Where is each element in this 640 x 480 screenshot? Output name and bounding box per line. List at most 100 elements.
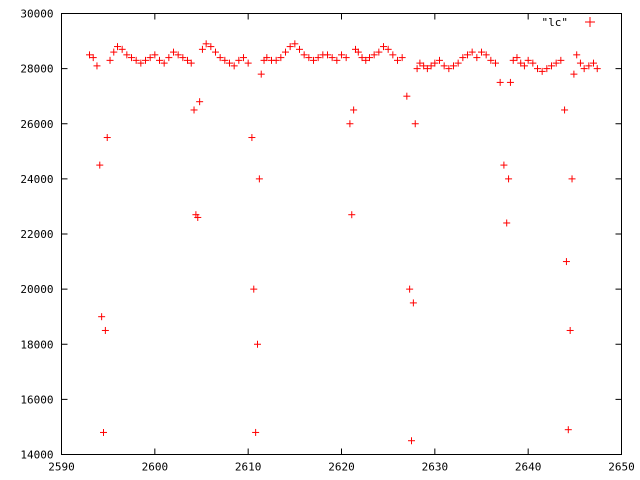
data-point (296, 45, 303, 53)
data-point (348, 211, 356, 219)
data-point (202, 40, 210, 48)
data-point (142, 56, 149, 64)
y-tick-label: 28000 (20, 63, 53, 76)
data-point (328, 54, 336, 62)
data-point (338, 51, 345, 59)
data-point (590, 59, 597, 67)
legend: "lc" (542, 16, 595, 29)
data-point (196, 98, 204, 106)
data-point (517, 59, 525, 67)
data-point (459, 54, 467, 62)
axis-ticks (61, 13, 622, 455)
data-point (103, 134, 111, 142)
data-point (165, 54, 173, 62)
data-point (440, 62, 448, 70)
data-point (576, 59, 584, 67)
data-point (194, 213, 202, 221)
data-point (179, 54, 187, 62)
y-tick-label: 24000 (20, 173, 53, 186)
data-point (403, 92, 411, 100)
data-point (454, 59, 462, 67)
data-point (305, 54, 313, 62)
data-point (263, 54, 271, 62)
data-point (436, 56, 443, 64)
data-point (291, 40, 299, 48)
data-point (333, 56, 341, 64)
data-point (562, 258, 570, 266)
data-point (548, 62, 555, 70)
data-point (114, 43, 121, 51)
data-point (450, 62, 457, 70)
data-point (408, 437, 415, 445)
data-point (123, 51, 131, 59)
data-point (160, 59, 168, 67)
data-point (248, 134, 256, 142)
y-tick-labels: 14000 16000 18000 20000 22000 24000 26000 28000… (20, 8, 53, 462)
data-point (89, 54, 97, 62)
data-point (252, 428, 260, 436)
data-point (240, 54, 247, 62)
data-point (235, 56, 243, 64)
y-tick-label: 30000 (20, 8, 53, 21)
data-point (277, 54, 285, 62)
data-point (207, 43, 215, 51)
x-tick-label: 2640 (515, 461, 542, 474)
data-point (86, 51, 93, 59)
data-point (286, 43, 294, 51)
plot-frame (61, 13, 622, 455)
data-point (492, 59, 499, 67)
data-point (244, 59, 252, 67)
data-point (226, 59, 233, 67)
data-point (375, 48, 383, 56)
data-point (423, 65, 431, 73)
data-point (570, 70, 578, 78)
data-point (342, 54, 350, 62)
data-point (221, 56, 229, 64)
data-point (101, 326, 109, 334)
data-point (100, 428, 107, 436)
data-point (156, 56, 163, 64)
data-point (362, 56, 370, 64)
x-tick-label: 2600 (142, 461, 169, 474)
data-point (524, 56, 532, 64)
x-tick-label: 2630 (422, 461, 449, 474)
data-point (96, 161, 104, 169)
data-point (300, 51, 308, 59)
data-point (282, 48, 289, 56)
data-point (557, 56, 565, 64)
data-point (350, 106, 358, 114)
y-tick-label: 16000 (20, 393, 53, 406)
y-tick-label: 14000 (20, 449, 53, 462)
data-point (358, 54, 366, 62)
data-point (132, 56, 140, 64)
data-point (389, 51, 397, 59)
data-point (128, 54, 135, 62)
data-point (513, 54, 521, 62)
data-point (146, 54, 154, 62)
data-point (174, 51, 182, 59)
data-point (406, 285, 414, 293)
data-point (190, 106, 198, 114)
data-point (394, 56, 401, 64)
x-tick-label: 2620 (328, 461, 355, 474)
y-tick-label: 26000 (20, 118, 53, 131)
data-point (384, 45, 392, 53)
y-tick-label: 18000 (20, 338, 53, 351)
data-point (255, 175, 263, 183)
y-tick-label: 22000 (20, 228, 53, 241)
data-point (506, 78, 514, 86)
data-point (366, 54, 373, 62)
data-point (272, 56, 280, 64)
data-point (568, 175, 576, 183)
legend-label-lc: "lc" (542, 16, 569, 29)
data-point (257, 70, 265, 78)
data-point (552, 59, 560, 67)
data-point (413, 65, 421, 73)
data-point (187, 59, 195, 67)
data-point (170, 48, 177, 56)
data-point (354, 48, 362, 56)
data-point (564, 426, 572, 434)
data-point (520, 62, 528, 70)
data-point (503, 219, 511, 227)
